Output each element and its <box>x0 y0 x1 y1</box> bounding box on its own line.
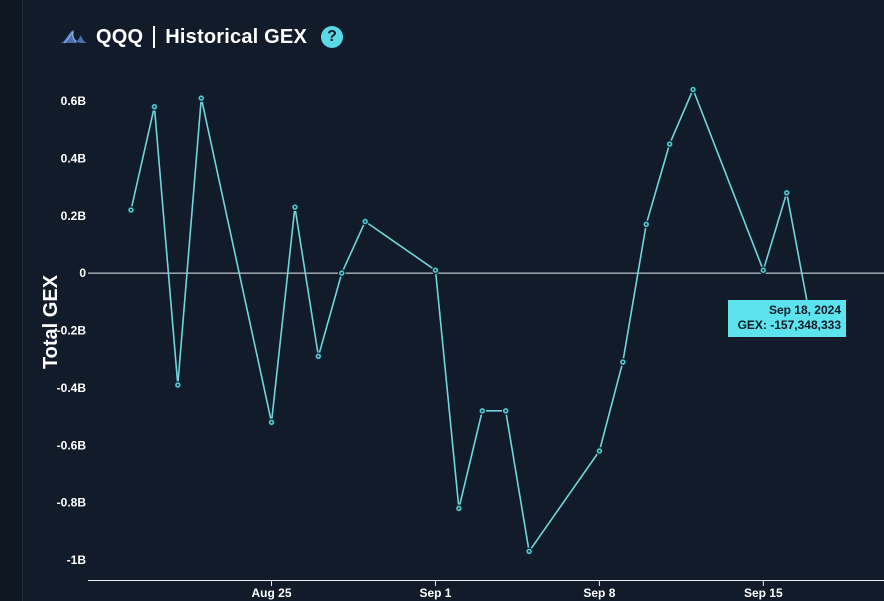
data-point-center <box>364 220 367 223</box>
y-axis-ticks: 0.6B 0.4B 0.2B 0 -0.2B -0.4B -0.6B -0.8B -1B <box>57 94 87 567</box>
data-point-center <box>668 142 671 146</box>
data-point-center <box>129 208 133 212</box>
data-point-center <box>481 409 484 412</box>
x-tick-label: Aug 25 <box>252 586 292 600</box>
chart-title: Historical GEX <box>165 25 308 48</box>
y-tick-label: 0.6B <box>61 94 87 108</box>
x-axis-ticks: Aug 25 Sep 1 Sep 8 Sep 15 <box>252 581 783 600</box>
tooltip-label: GEX: <box>737 318 767 332</box>
hover-tooltip: Sep 18, 2024 GEX: -157,348,333 <box>728 300 846 337</box>
data-point-center <box>645 223 648 226</box>
y-tick-label: 0 <box>79 266 86 280</box>
help-icon[interactable]: ? <box>321 26 344 48</box>
data-point-center <box>200 97 203 100</box>
series-line <box>130 88 811 553</box>
title-separator <box>153 26 156 48</box>
y-tick-label: -0.2B <box>57 324 87 338</box>
chart-header: QQQ Historical GEX ? <box>60 22 344 52</box>
y-tick-label: 0.2B <box>61 209 87 223</box>
data-point-center <box>785 191 788 194</box>
tooltip-date: Sep 18, 2024 <box>768 303 841 317</box>
wave-logo-icon <box>61 30 87 44</box>
x-tick-label: Sep 15 <box>744 586 783 600</box>
panel-edge <box>0 0 23 601</box>
data-point-center <box>176 383 179 387</box>
data-point-center <box>528 550 531 553</box>
data-point-center <box>762 269 765 272</box>
data-point-center <box>504 409 507 412</box>
data-point-center <box>621 360 624 364</box>
data-point-center <box>340 272 343 275</box>
series-gex <box>127 85 815 556</box>
data-point-center <box>293 206 297 209</box>
data-point-center <box>434 269 437 272</box>
data-point-center <box>153 105 156 108</box>
x-tick-label: Sep 8 <box>583 586 615 600</box>
y-tick-label: 0.4B <box>61 151 87 165</box>
tooltip-value: -157,348,333 <box>770 318 841 332</box>
x-tick-label: Sep 1 <box>419 586 451 600</box>
y-axis-title-group: Total GEX <box>40 274 62 369</box>
y-tick-label: -0.4B <box>57 381 87 395</box>
y-tick-label: -1B <box>67 553 87 567</box>
ticker-symbol: QQQ <box>96 25 144 48</box>
y-axis-title: Total GEX <box>40 274 62 369</box>
y-tick-label: -0.8B <box>57 496 87 510</box>
data-point-center <box>270 421 273 424</box>
y-tick-label: -0.6B <box>57 438 87 452</box>
data-point-center <box>691 88 695 91</box>
tooltip-value-row: GEX: -157,348,333 <box>732 318 841 333</box>
data-point-center <box>317 355 320 358</box>
data-point-center <box>457 507 460 510</box>
data-point-center <box>598 449 601 453</box>
